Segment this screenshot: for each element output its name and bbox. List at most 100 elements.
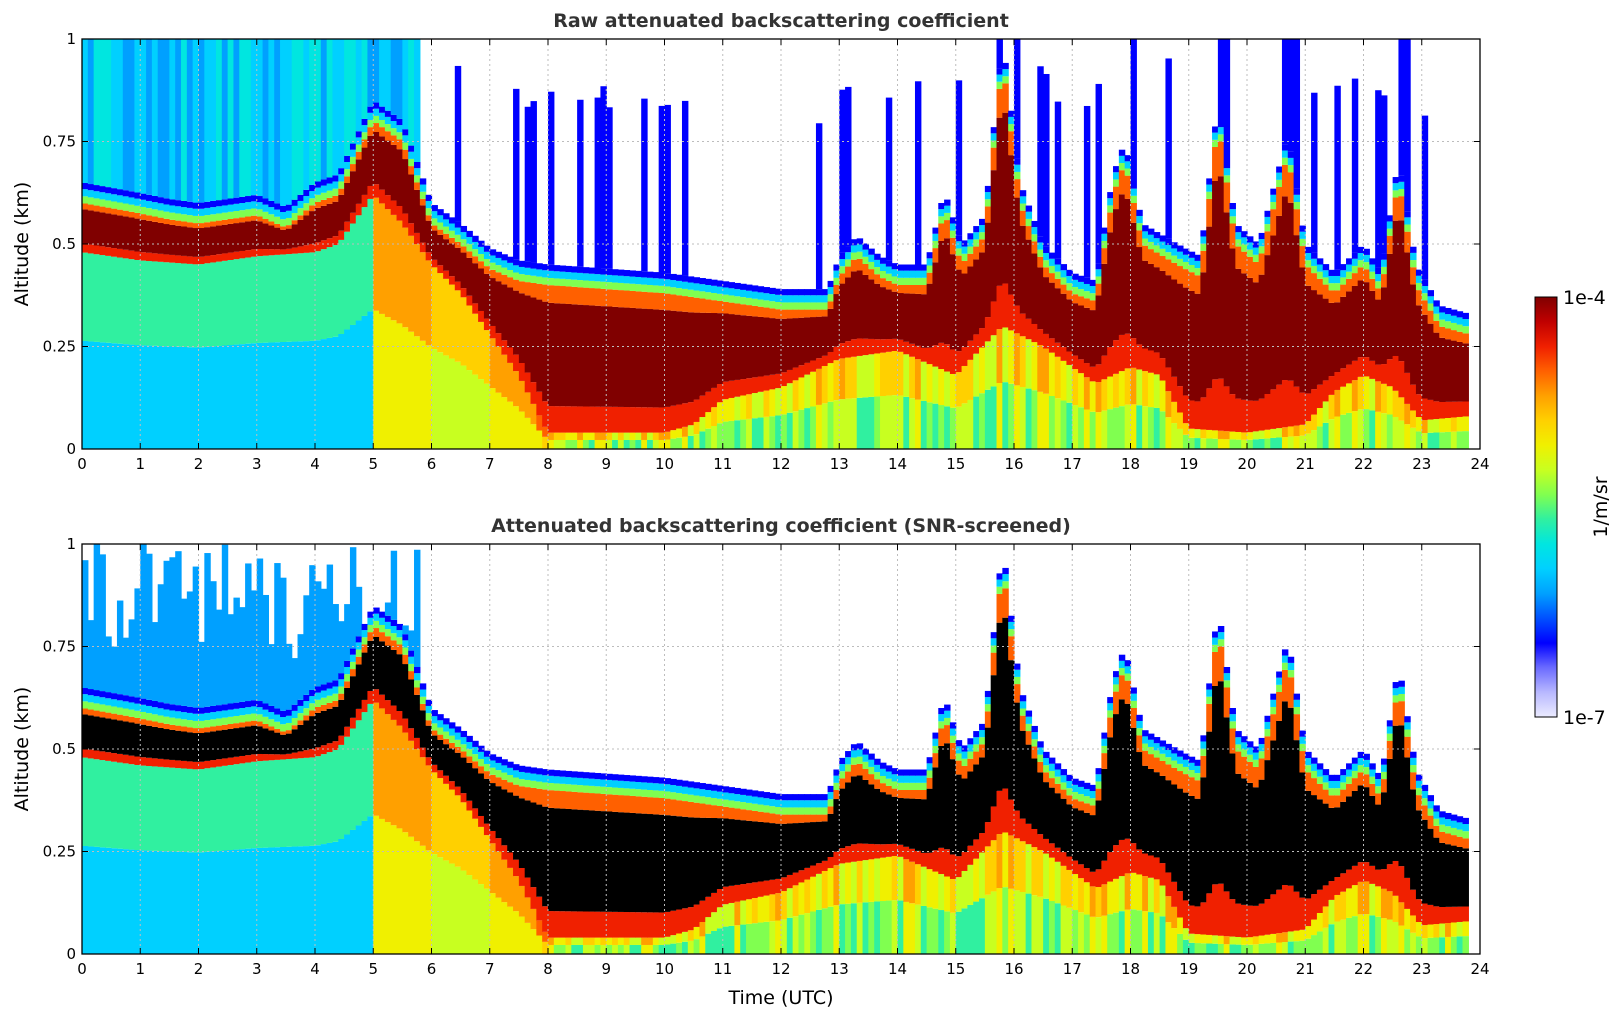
heatmap-cell [641,912,648,938]
heatmap-cell [1328,924,1335,954]
x-tick-label: 11 [713,960,732,978]
heatmap-cell [134,198,141,206]
heatmap-cell [466,735,473,743]
heatmap-cell [210,719,217,727]
heatmap-cell [740,924,747,954]
heatmap-cell [128,702,136,710]
heatmap-cell [332,706,339,742]
heatmap-cell [565,770,572,778]
heatmap-cell [670,438,677,449]
heatmap-cell [1462,936,1469,954]
heatmap-cell [297,39,304,195]
heatmap-cell [781,372,788,387]
heatmap-cell [355,708,363,721]
heatmap-cell [909,356,916,399]
heatmap-cell [285,225,293,229]
heatmap-cell [652,777,660,784]
heatmap-cell [501,902,508,954]
heatmap-cell [751,393,759,419]
heatmap-cell [961,852,968,871]
heatmap-cell [111,201,118,209]
heatmap-cell [122,763,130,850]
heatmap-cell [443,744,450,776]
heatmap-cell [1351,380,1359,412]
heatmap-cell [396,220,403,324]
heatmap-cell [658,937,666,945]
heatmap-cell [320,710,328,746]
heatmap-cell [810,302,817,310]
heatmap-cell [1456,836,1464,847]
heatmap-cell [1252,936,1260,945]
heatmap-cell [792,309,800,319]
heatmap-cell [140,698,147,705]
heatmap-cell [880,768,887,776]
heatmap-cell [390,649,398,706]
heatmap-cell [146,252,153,262]
heatmap-cell [1147,855,1155,878]
heatmap-cell [1322,277,1330,285]
heatmap-cell [274,847,281,954]
heatmap-cell [262,211,269,219]
heatmap-cell [1153,857,1161,880]
heatmap-cell [1206,388,1213,430]
heatmap-cell [1165,872,1172,897]
heatmap-cell [221,253,229,261]
heatmap-cell [1217,681,1225,884]
heatmap-cell [478,766,485,774]
x-tick-label: 8 [543,455,553,473]
heatmap-cell [681,311,689,404]
heatmap-cell [454,361,462,449]
heatmap-cell [891,291,899,339]
heatmap-cell [454,752,462,787]
heatmap-cell [1299,940,1306,954]
heatmap-cell [792,794,800,801]
heatmap-cell [1276,720,1283,890]
heatmap-cell [367,624,374,633]
heatmap-cell [280,754,287,760]
heatmap-cell [932,262,939,346]
heatmap-cell [827,363,835,402]
heatmap-cell [285,759,293,847]
heatmap-cell [1433,924,1440,938]
heatmap-cell [990,335,998,387]
heatmap-cell [1247,754,1254,762]
heatmap-cell [501,284,508,341]
heatmap-cell [1316,278,1324,295]
heatmap-cell [1264,760,1271,900]
heatmap-cell [210,705,217,713]
heatmap-cell [210,214,217,222]
heatmap-cell [740,900,747,925]
heatmap-cell [699,312,706,396]
heatmap-cell [990,840,998,892]
heatmap-cell [1078,289,1085,297]
heatmap-cell [1165,58,1172,239]
heatmap-cell [186,732,194,762]
heatmap-cell [903,277,910,285]
heatmap-cell [693,297,701,313]
heatmap-cell [268,730,275,755]
heatmap-cell [1188,290,1196,401]
heatmap-cell [833,346,840,361]
heatmap-cell [291,39,299,200]
heatmap-cell [1398,420,1405,449]
heatmap-cell [553,790,561,809]
heatmap-cell [315,187,322,195]
heatmap-cell [996,593,1003,623]
heatmap-cell [1031,227,1038,235]
heatmap-cell [1386,720,1394,727]
heatmap-cell [1415,810,1423,900]
heatmap-cell [769,813,776,824]
heatmap-cell [1258,253,1266,275]
heatmap-cell [1427,419,1435,433]
heatmap-cell [402,159,409,214]
heatmap-cell [588,432,596,440]
heatmap-cell [501,340,508,355]
heatmap-cell [810,865,817,877]
heatmap-cell [775,793,782,800]
heatmap-cell [256,701,264,708]
heatmap-cell [157,203,165,211]
heatmap-cell [1101,240,1108,249]
heatmap-cell [82,714,89,749]
heatmap-cell [751,377,759,394]
heatmap-cell [111,248,118,257]
